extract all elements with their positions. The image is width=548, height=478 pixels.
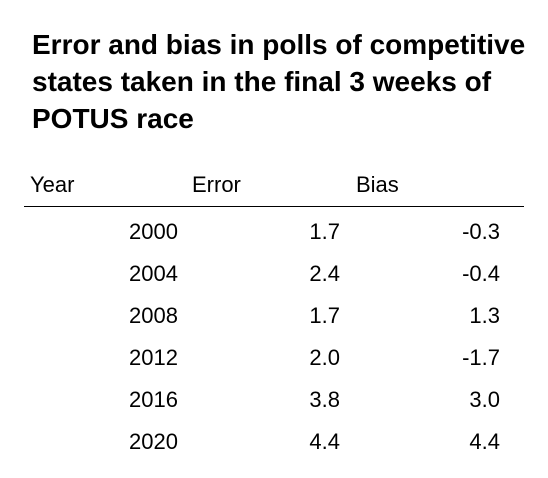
- cell-error: 3.8: [309, 387, 340, 412]
- cell-bias: -1.7: [462, 345, 500, 370]
- cell-error: 1.7: [309, 303, 340, 328]
- cell-bias: -0.4: [462, 261, 500, 286]
- column-header-year: Year: [30, 172, 75, 197]
- cell-year: 2008: [129, 303, 178, 328]
- cell-year: 2020: [129, 429, 178, 454]
- table-row: 2000 1.7 -0.3: [0, 211, 548, 253]
- cell-bias: 1.3: [469, 303, 500, 328]
- table-row: 2016 3.8 3.0: [0, 379, 548, 421]
- cell-error: 2.0: [309, 345, 340, 370]
- cell-year: 2004: [129, 261, 178, 286]
- table-body: 2000 1.7 -0.3 2004 2.4 -0.4 2008 1.7 1.3…: [0, 211, 548, 463]
- cell-error: 1.7: [309, 219, 340, 244]
- table-row: 2012 2.0 -1.7: [0, 337, 548, 379]
- table-row: 2004 2.4 -0.4: [0, 253, 548, 295]
- cell-year: 2012: [129, 345, 178, 370]
- table-header: Year Error Bias: [24, 170, 524, 207]
- cell-error: 2.4: [309, 261, 340, 286]
- cell-error: 4.4: [309, 429, 340, 454]
- table-row: 2020 4.4 4.4: [0, 421, 548, 463]
- chart-title: Error and bias in polls of competitive s…: [32, 29, 526, 134]
- column-header-error: Error: [192, 172, 241, 197]
- column-header-bias: Bias: [356, 172, 399, 197]
- cell-bias: -0.3: [462, 219, 500, 244]
- cell-bias: 4.4: [469, 429, 500, 454]
- cell-year: 2016: [129, 387, 178, 412]
- cell-bias: 3.0: [469, 387, 500, 412]
- cell-year: 2000: [129, 219, 178, 244]
- poll-table: Year Error Bias 2000 1.7 -0.3 2004 2.4 -…: [0, 170, 548, 463]
- table-row: 2008 1.7 1.3: [0, 295, 548, 337]
